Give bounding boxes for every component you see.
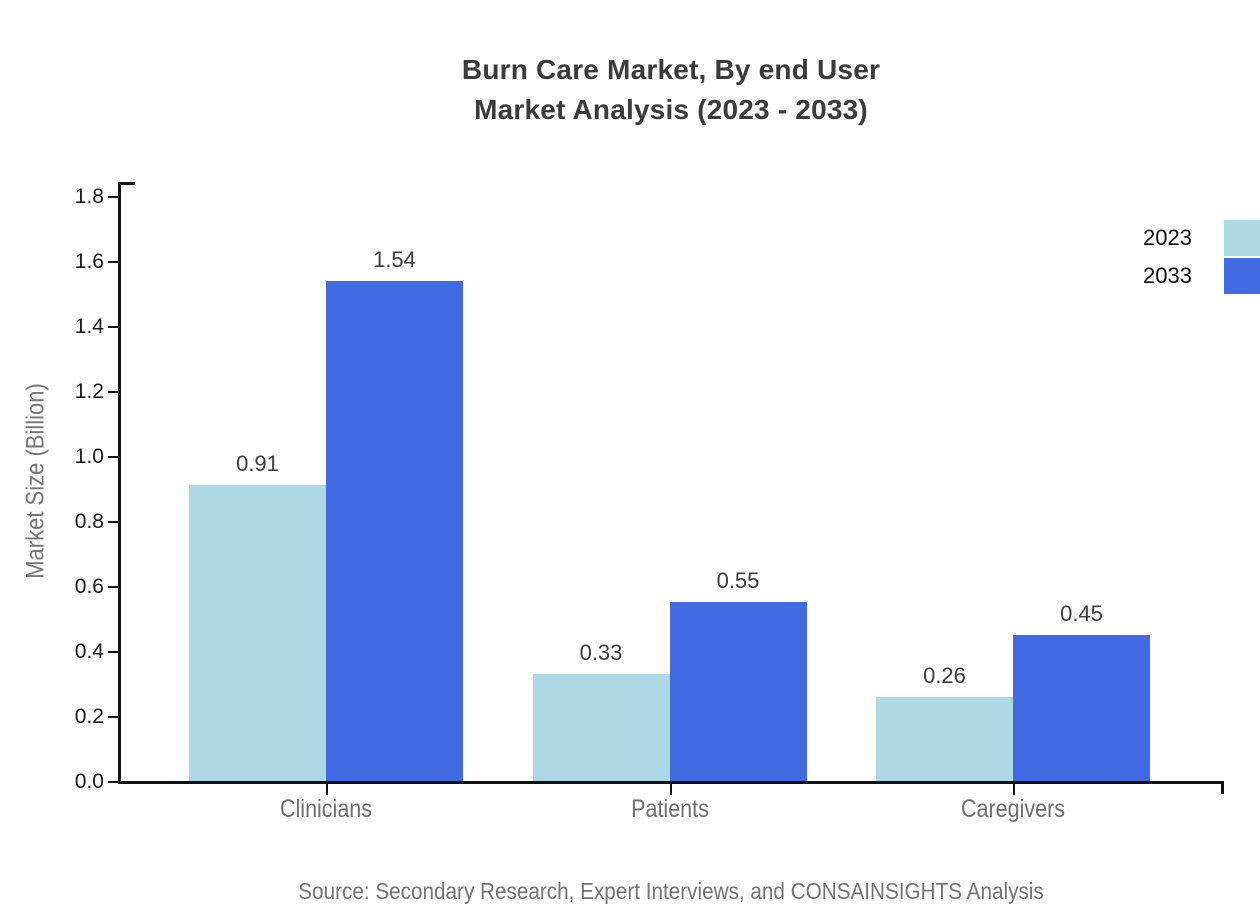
legend-label-2023: 2023 — [1143, 225, 1192, 250]
y-tick — [108, 326, 118, 328]
y-tick-label: 0.6 — [74, 575, 104, 598]
x-axis-end-cap — [1221, 781, 1224, 794]
y-tick-label: 1.6 — [74, 250, 104, 273]
legend-swatch-2023 — [1224, 220, 1260, 256]
y-tick — [108, 261, 118, 263]
y-tick-label: 0.4 — [74, 640, 104, 663]
y-tick — [108, 456, 118, 458]
value-label-2033-clinicians: 1.54 — [373, 246, 416, 272]
value-label-2023-patients: 0.33 — [579, 639, 623, 665]
bar-2033-patients — [669, 602, 807, 781]
x-tick — [1013, 784, 1015, 795]
value-label-2033-patients: 0.55 — [716, 568, 760, 594]
y-tick — [108, 521, 118, 523]
y-tick — [108, 651, 118, 653]
category-label-clinicians: Clinicians — [279, 795, 372, 823]
legend-swatch-2033 — [1224, 258, 1260, 294]
y-tick — [108, 716, 118, 718]
bar-2033-caregivers — [1013, 634, 1150, 781]
value-label-2023-caregivers: 0.26 — [923, 662, 966, 688]
y-tick-label: 1.2 — [74, 380, 104, 403]
x-axis-spine — [118, 781, 1224, 784]
legend: 2023 2033 — [1143, 219, 1260, 295]
category-label-patients: Patients — [630, 795, 709, 823]
y-tick-label: 0.0 — [74, 770, 104, 793]
legend-item-2023: 2023 — [1143, 219, 1260, 257]
y-tick-label: 0.2 — [74, 705, 104, 728]
bar-2023-patients — [532, 673, 670, 781]
x-tick — [326, 784, 328, 795]
bar-2033-clinicians — [326, 280, 463, 781]
y-axis-top-cap — [118, 182, 135, 185]
x-tick — [669, 784, 672, 795]
chart-title: Burn Care Market, By end User Market Ana… — [118, 50, 1224, 130]
y-tick-label: 1.8 — [74, 185, 104, 208]
value-label-2023-clinicians: 0.91 — [236, 451, 279, 477]
y-tick — [108, 196, 118, 198]
legend-item-2033: 2033 — [1143, 257, 1260, 295]
y-axis-label: Market Size (Billion) — [21, 383, 50, 579]
y-tick — [108, 781, 118, 783]
y-tick — [108, 391, 118, 393]
y-tick — [108, 586, 118, 588]
bar-2023-clinicians — [189, 485, 326, 781]
y-tick-label: 1.4 — [74, 315, 104, 338]
bar-2023-caregivers — [876, 696, 1013, 781]
value-label-2033-caregivers: 0.45 — [1060, 600, 1103, 626]
category-label-caregivers: Caregivers — [961, 795, 1065, 823]
source-note: Source: Secondary Research, Expert Inter… — [298, 878, 1044, 904]
y-tick-label: 0.8 — [74, 510, 104, 533]
y-tick-label: 1.0 — [74, 445, 104, 468]
chart-title-line1: Burn Care Market, By end User — [461, 54, 881, 85]
chart-title-line2: Market Analysis (2023 - 2033) — [474, 94, 868, 125]
y-axis-spine — [118, 182, 121, 784]
legend-label-2033: 2033 — [1143, 263, 1192, 288]
